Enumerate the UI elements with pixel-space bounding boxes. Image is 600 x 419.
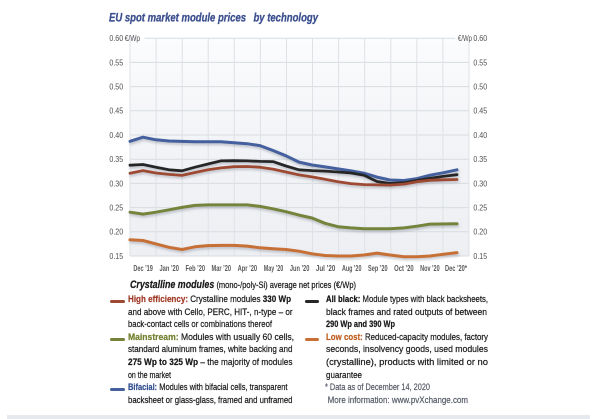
svg-text:Apr ’20: Apr ’20 <box>238 263 258 273</box>
svg-text:0.25: 0.25 <box>109 204 123 213</box>
svg-text:0.15: 0.15 <box>473 252 487 261</box>
svg-text:Oct ’20: Oct ’20 <box>394 263 414 273</box>
svg-text:Mar ’20: Mar ’20 <box>212 263 232 273</box>
svg-text:0.45: 0.45 <box>109 107 123 116</box>
svg-text:0.35: 0.35 <box>473 155 487 164</box>
svg-text:0.50: 0.50 <box>109 83 123 92</box>
svg-text:0.25: 0.25 <box>473 204 487 213</box>
svg-text:Nov ’20: Nov ’20 <box>420 263 440 273</box>
svg-text:Dec ’19: Dec ’19 <box>133 263 153 273</box>
svg-text:0.20: 0.20 <box>109 228 123 237</box>
svg-text:0.40: 0.40 <box>473 131 487 140</box>
svg-text:0.55: 0.55 <box>473 58 487 67</box>
svg-text:Jul ’20: Jul ’20 <box>316 263 336 273</box>
svg-text:Jan ’20: Jan ’20 <box>159 263 179 273</box>
svg-text:Aug ’20: Aug ’20 <box>342 263 362 273</box>
svg-text:Jun ’20: Jun ’20 <box>290 263 310 273</box>
svg-text:May ’20: May ’20 <box>264 263 284 273</box>
svg-text:0.60: 0.60 <box>473 34 487 43</box>
svg-text:0.15: 0.15 <box>109 252 123 261</box>
svg-text:0.30: 0.30 <box>473 179 487 188</box>
svg-text:0.40: 0.40 <box>109 131 123 140</box>
svg-text:0.60: 0.60 <box>109 34 123 43</box>
svg-text:0.20: 0.20 <box>473 228 487 237</box>
svg-text:Sep ’20: Sep ’20 <box>368 263 388 273</box>
svg-text:€/Wp: €/Wp <box>458 34 472 43</box>
svg-text:0.30: 0.30 <box>109 179 123 188</box>
svg-text:Dec ’20*: Dec ’20* <box>445 263 467 273</box>
svg-text:0.45: 0.45 <box>473 107 487 116</box>
svg-text:0.35: 0.35 <box>109 155 123 164</box>
svg-text:€/Wp: €/Wp <box>125 34 141 43</box>
svg-text:EU spot market module prices: EU spot market module prices by technolo… <box>109 10 319 24</box>
svg-text:0.50: 0.50 <box>473 83 487 92</box>
svg-text:Feb ’20: Feb ’20 <box>186 263 206 273</box>
svg-text:0.55: 0.55 <box>109 58 123 67</box>
